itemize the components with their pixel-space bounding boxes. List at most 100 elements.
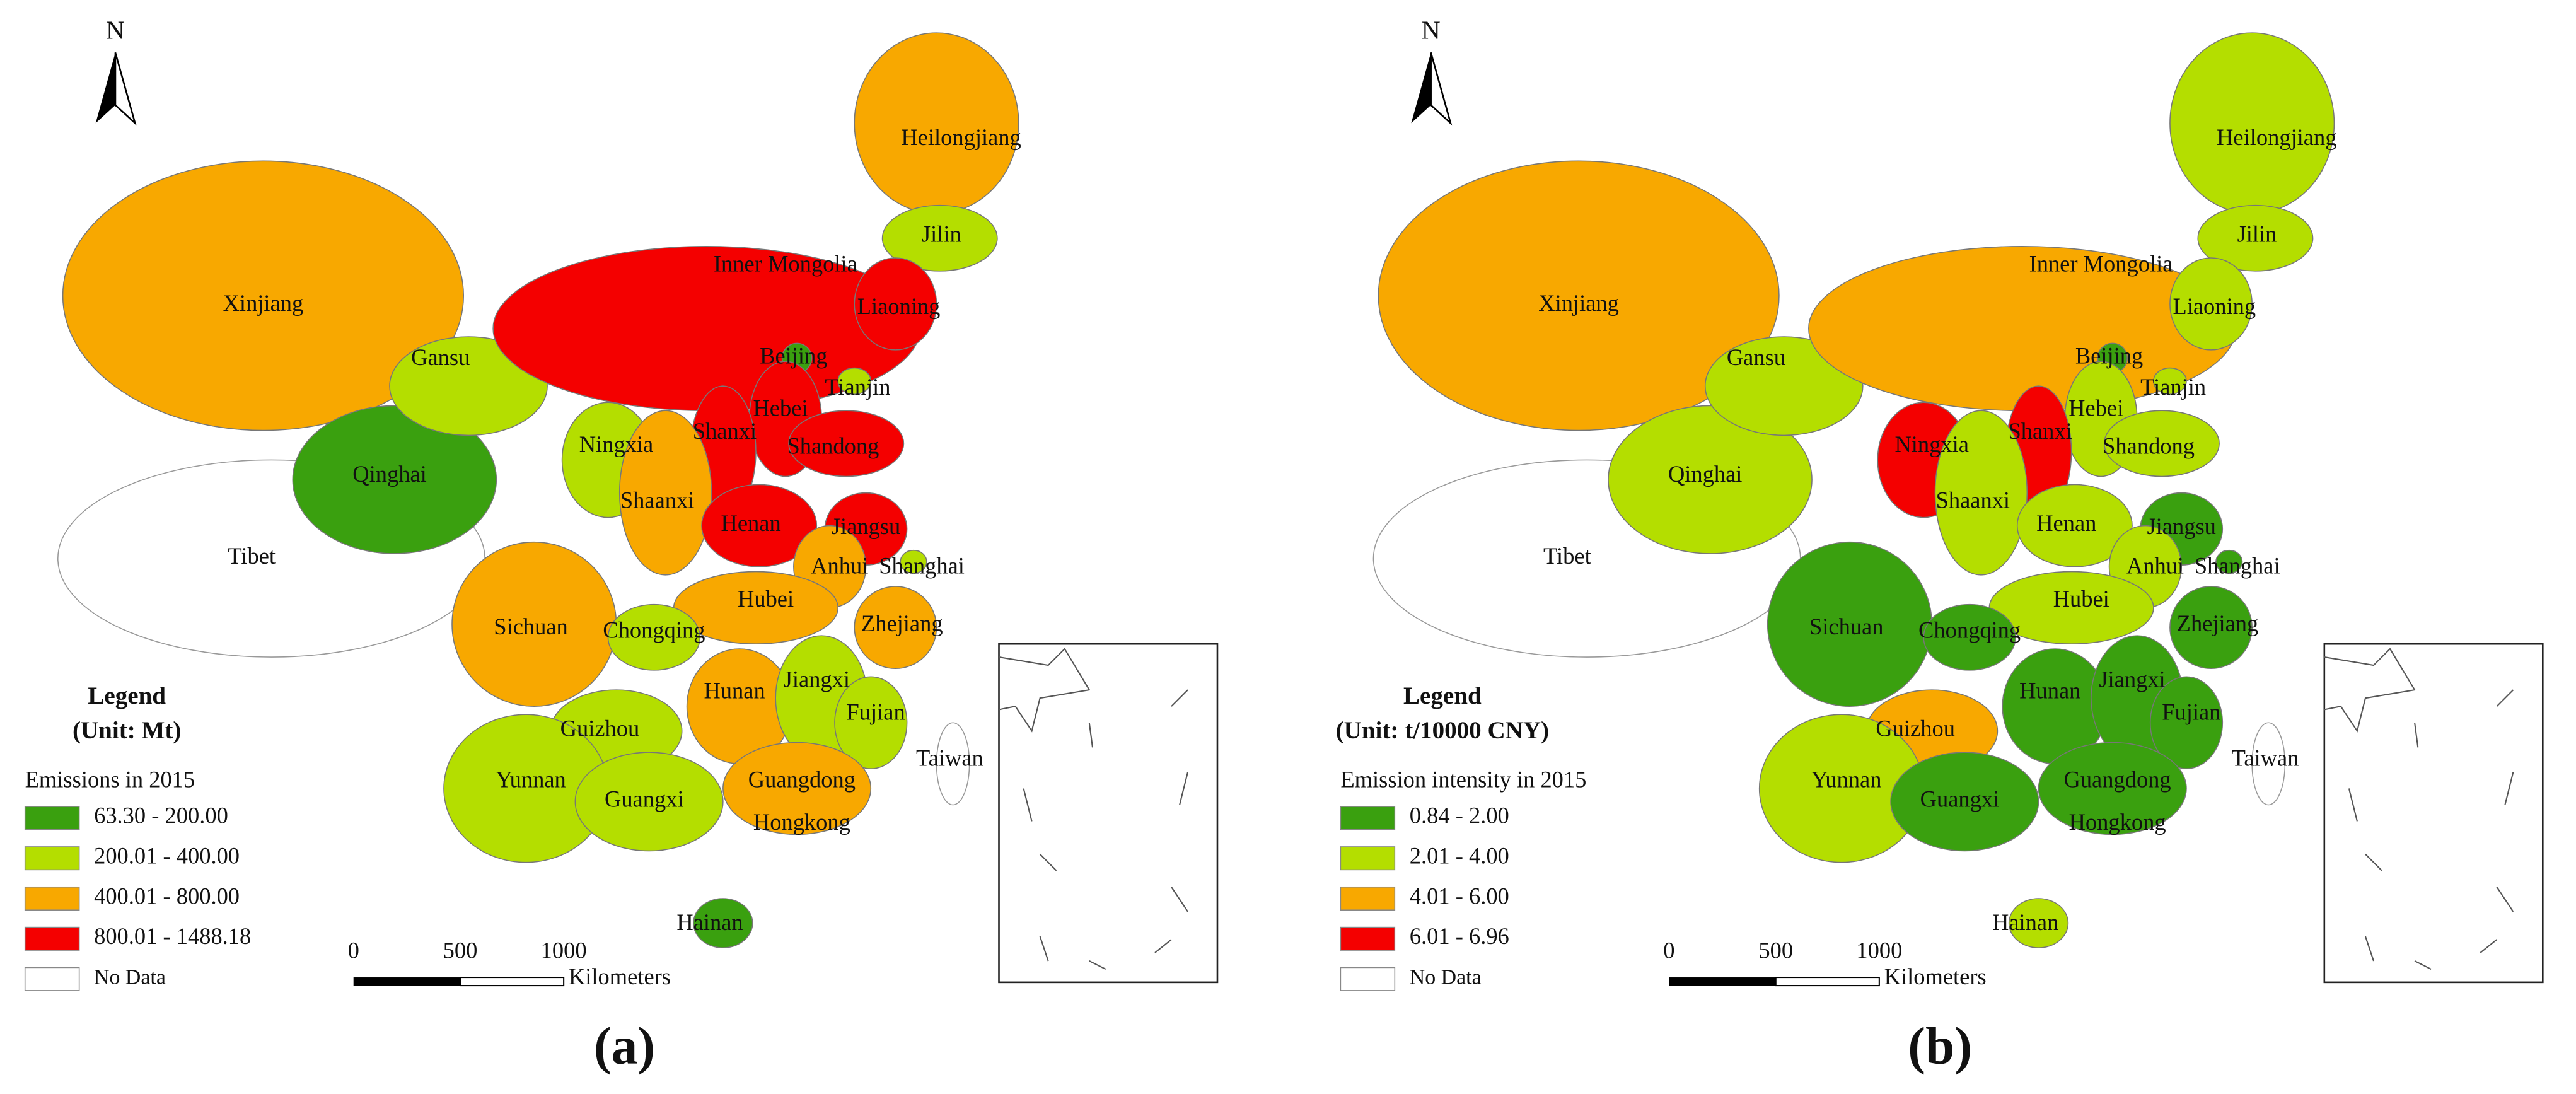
legend-label: No Data	[1410, 965, 1482, 989]
region-label: Shanghai	[879, 554, 965, 579]
region-label: Guangdong	[2063, 767, 2171, 792]
region-shape	[788, 410, 905, 477]
inset-line	[1179, 772, 1189, 805]
region-label: Tibet	[1543, 544, 1591, 569]
scale-label: 500	[443, 938, 478, 963]
legend-unit: (Unit: Mt)	[73, 717, 181, 744]
inset-line	[1171, 887, 1188, 912]
legend-swatch	[24, 806, 80, 830]
region-label: Hainan	[1992, 910, 2058, 935]
inset-line	[1154, 939, 1172, 953]
region-label: Hongkong	[2069, 810, 2166, 835]
region-label: Fujian	[2162, 700, 2220, 725]
legend-label: 0.84 - 2.00	[1410, 803, 1509, 829]
region-shape	[936, 722, 970, 806]
region-label: Shandong	[2103, 434, 2195, 459]
region-shape	[854, 32, 1019, 214]
north-arrow	[1411, 52, 1431, 124]
scale-label: 1000	[1856, 938, 1902, 963]
legend-title: Legend	[1403, 682, 1482, 709]
region-label: Jiangxi	[784, 666, 850, 692]
legend-swatch	[24, 926, 80, 951]
region-shape	[618, 410, 712, 576]
region-shape	[2251, 722, 2286, 806]
region-label: Yunnan	[1811, 767, 1881, 792]
region-label: Shaanxi	[1936, 488, 2010, 513]
region-shape	[881, 204, 998, 272]
region-label: Hubei	[2053, 586, 2109, 612]
region-label: Guangxi	[605, 787, 684, 812]
region-label: Heilongjiang	[901, 125, 1021, 150]
legend-label: No Data	[94, 965, 166, 989]
region-shape	[2197, 204, 2314, 272]
region-label: Sichuan	[1809, 614, 1884, 639]
legend-swatch	[1340, 806, 1396, 830]
legend-label: 400.01 - 800.00	[94, 883, 240, 909]
inset-coast	[999, 648, 1091, 733]
region-label: Chongqing	[603, 617, 705, 643]
inset-line	[2480, 939, 2498, 953]
legend-swatch	[24, 846, 80, 871]
legend-swatch	[1340, 886, 1396, 911]
legend-label: 63.30 - 200.00	[94, 803, 228, 829]
region-shape	[1704, 336, 1864, 436]
region-label: Xinjiang	[223, 291, 304, 316]
region-label: Tianjin	[825, 375, 890, 400]
region-shape	[574, 752, 724, 852]
inset-line	[2365, 853, 2382, 871]
region-label: Taiwan	[916, 746, 983, 771]
legend-swatch	[1340, 846, 1396, 871]
region-label: Xinjiang	[1538, 291, 1619, 316]
region-label: Jilin	[2237, 222, 2277, 247]
region-label: Guizhou	[560, 716, 640, 742]
region-label: Hongkong	[753, 810, 850, 835]
legend-label: 2.01 - 4.00	[1410, 844, 1509, 869]
inset-line	[2414, 723, 2419, 748]
inset-line	[1089, 960, 1106, 970]
region-label: Tianjin	[2140, 375, 2206, 400]
region-label: Gansu	[1727, 345, 1785, 370]
region-label: Shandong	[787, 434, 879, 459]
region-label: Qinghai	[1668, 462, 1743, 487]
region-label: Liaoning	[2173, 294, 2256, 319]
north-arrow	[95, 52, 115, 124]
scale-label: 500	[1758, 938, 1793, 963]
region-label: Guangxi	[1920, 787, 2000, 812]
inset-coast	[2324, 648, 2416, 733]
inset-line	[2504, 772, 2514, 805]
region-label: Guizhou	[1876, 716, 1955, 742]
north-label: N	[1422, 16, 1441, 45]
region-label: Fujian	[847, 700, 905, 725]
region-shape	[854, 257, 937, 351]
inset-line	[2414, 960, 2432, 970]
region-label: Shanghai	[2195, 554, 2280, 579]
scale-unit: Kilometers	[1884, 964, 1987, 989]
legend-label: 6.01 - 6.96	[1410, 924, 1509, 949]
region-shape	[854, 586, 937, 670]
region-label: Hubei	[738, 586, 794, 612]
region-shape	[837, 367, 872, 395]
legend-swatch	[1340, 967, 1396, 991]
region-label: Beijing	[760, 343, 827, 368]
region-label: Guangdong	[748, 767, 856, 792]
region-shape	[2038, 742, 2187, 835]
inset-line	[2496, 887, 2514, 912]
region-label: Jiangxi	[2099, 666, 2165, 692]
region-label: Hunan	[704, 678, 765, 704]
region-label: Shaanxi	[620, 488, 694, 513]
legend-label: 4.01 - 6.00	[1410, 883, 1509, 909]
inset-frame	[2323, 643, 2544, 984]
region-shape	[701, 484, 818, 567]
region-shape	[693, 898, 753, 948]
region-label: Hainan	[676, 910, 743, 935]
scale-bar	[1775, 976, 1880, 987]
inset-line	[2364, 936, 2374, 962]
region-shape	[900, 549, 927, 574]
region-shape	[2169, 586, 2253, 670]
region-label: Taiwan	[2232, 746, 2299, 771]
region-shape	[2008, 898, 2069, 948]
map-panel: Xinjiang Tibet Qinghai Gansu Ningxia Inner Mo…	[24, 16, 1219, 1075]
scale-label: 0	[1663, 938, 1674, 963]
region-label: Sichuan	[494, 614, 568, 639]
